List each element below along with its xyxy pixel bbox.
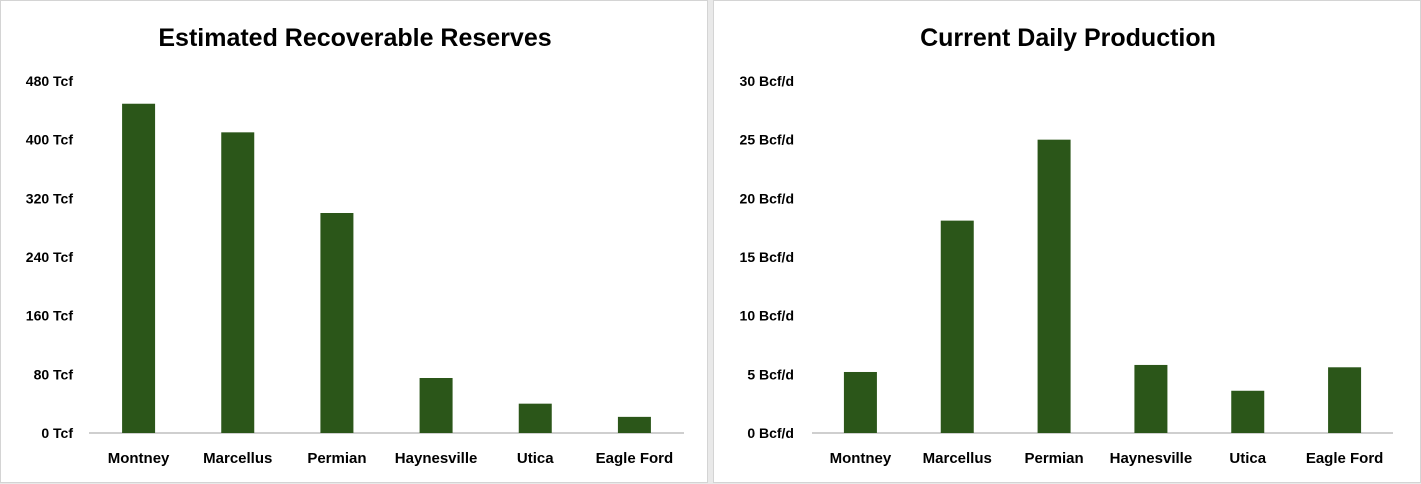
production-x-category-label: Utica xyxy=(1229,450,1266,467)
reserves-y-tick-label: 480 Tcf xyxy=(26,73,74,89)
production-y-tick-label: 0 Bcf/d xyxy=(747,425,794,441)
production-x-category-label: Permian xyxy=(1024,450,1083,467)
production-x-category-label: Eagle Ford xyxy=(1306,450,1384,467)
production-y-tick-label: 15 Bcf/d xyxy=(740,249,794,265)
production-y-tick-label: 30 Bcf/d xyxy=(740,73,794,89)
reserves-bar-permian xyxy=(320,213,354,433)
reserves-x-category-label: Utica xyxy=(517,450,554,467)
reserves-bar-haynesville xyxy=(419,378,453,433)
production-y-tick-label: 25 Bcf/d xyxy=(740,132,794,148)
production-x-category-label: Marcellus xyxy=(923,450,992,467)
reserves-y-tick-label: 320 Tcf xyxy=(26,190,74,206)
production-y-tick-label: 10 Bcf/d xyxy=(740,308,794,324)
reserves-chart-panel: Estimated Recoverable Reserves 0 Tcf 80 Tc… xyxy=(0,0,708,483)
production-bar-marcellus xyxy=(940,220,974,433)
production-chart-title: Current Daily Production xyxy=(920,24,1216,52)
reserves-x-category-label: Permian xyxy=(307,450,366,467)
reserves-y-tick-label: 400 Tcf xyxy=(26,132,74,148)
production-bar-haynesville xyxy=(1134,364,1168,433)
reserves-chart-title: Estimated Recoverable Reserves xyxy=(158,24,551,52)
reserves-chart: Estimated Recoverable Reserves 0 Tcf 80 Tc… xyxy=(26,24,684,467)
reserves-y-tick-label: 0 Tcf xyxy=(41,425,73,441)
reserves-bar-utica xyxy=(518,403,552,433)
reserves-x-category-label: Eagle Ford xyxy=(596,450,674,467)
reserves-y-tick-label: 240 Tcf xyxy=(26,249,74,265)
production-y-tick-label: 20 Bcf/d xyxy=(740,190,794,206)
production-chart-panel: Current Daily Production 0 Bcf/d 5 Bcf/d 10… xyxy=(713,0,1421,483)
reserves-x-category-label: Marcellus xyxy=(203,450,272,467)
reserves-bar-eagle-ford xyxy=(617,416,651,433)
production-bar-eagle-ford xyxy=(1328,367,1362,433)
production-bar-montney xyxy=(843,371,877,433)
production-bar-utica xyxy=(1231,390,1265,433)
production-bar-permian xyxy=(1037,139,1071,433)
production-x-category-label: Haynesville xyxy=(1110,450,1193,467)
reserves-y-tick-label: 160 Tcf xyxy=(26,308,74,324)
reserves-x-category-label: Montney xyxy=(108,450,170,467)
reserves-y-tick-label: 80 Tcf xyxy=(34,366,74,382)
production-y-tick-label: 5 Bcf/d xyxy=(747,366,794,382)
reserves-bar-montney xyxy=(122,103,156,433)
production-chart: Current Daily Production 0 Bcf/d 5 Bcf/d 10… xyxy=(740,24,1393,467)
production-x-category-label: Montney xyxy=(830,450,892,467)
reserves-bar-marcellus xyxy=(221,132,255,434)
reserves-x-category-label: Haynesville xyxy=(395,450,478,467)
